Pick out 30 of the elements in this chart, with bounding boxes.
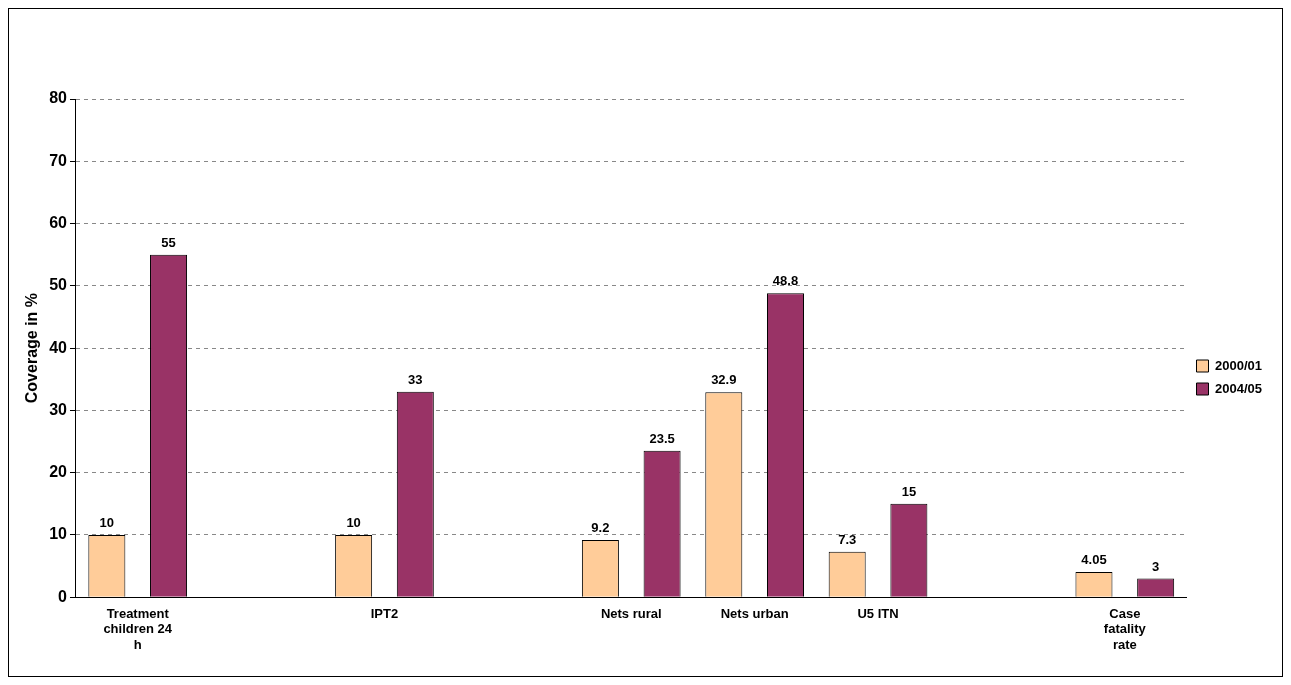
y-tick-label: 40 [49, 338, 68, 356]
y-tick-label: 30 [49, 400, 68, 418]
data-label: 9.2 [591, 519, 610, 535]
x-tick-label: Nets urban [720, 605, 789, 621]
data-label: 33 [408, 371, 423, 387]
data-label: 48.8 [772, 273, 799, 289]
y-tick-label: 80 [49, 89, 68, 107]
data-label: 23.5 [649, 430, 675, 446]
y-tick-label: 10 [49, 525, 68, 543]
data-label: 55 [161, 234, 176, 250]
y-tick-label: 20 [49, 463, 68, 481]
y-axis-title: Coverage in % [23, 292, 41, 404]
legend-label: 2004/05 [1215, 380, 1263, 396]
data-label: 7.3 [838, 531, 857, 547]
x-tick-label: Nets rural [600, 605, 662, 621]
y-tick-label: 70 [49, 151, 68, 169]
data-label: 10 [99, 515, 115, 530]
x-tick-label: U5 ITN [857, 605, 899, 621]
x-tick-label: Treatment children 24 h [103, 605, 173, 652]
data-label: 4.05 [1081, 552, 1107, 568]
x-tick-label: Case fatality rate [1103, 605, 1147, 652]
y-tick-label: 50 [49, 276, 68, 294]
data-label: 32.9 [711, 372, 737, 388]
y-tick-label: 0 [58, 587, 68, 605]
y-tick-label: 60 [49, 213, 68, 231]
legend-label: 2000/01 [1215, 357, 1263, 373]
data-label: 3 [1152, 558, 1160, 574]
data-label: 15 [901, 483, 917, 499]
x-tick-label: IPT2 [370, 605, 399, 621]
data-label: 10 [346, 515, 361, 530]
